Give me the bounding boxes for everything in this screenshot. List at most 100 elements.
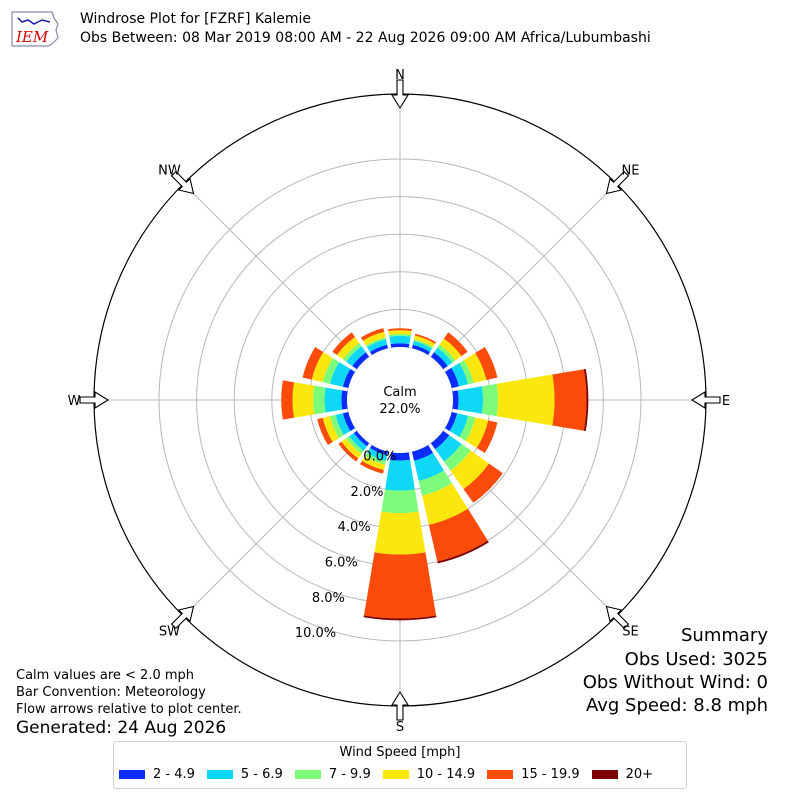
bar-ese-bin-4 <box>476 420 498 453</box>
bar-w-bin-3 <box>292 382 315 418</box>
bar-ne-bin-2 <box>437 344 456 363</box>
radial-tick-label: 2.0% <box>350 485 383 500</box>
legend-items: 2 - 4.9 5 - 6.9 7 - 9.9 10 - 14.9 15 - 19.9 2… <box>119 767 665 782</box>
grid-spoke <box>183 183 363 363</box>
bar-ssw-bin-4 <box>359 460 384 474</box>
bar-wnw-bin-2 <box>322 357 340 384</box>
legend-item: 2 - 4.9 <box>119 767 195 782</box>
grid-spoke <box>437 183 617 363</box>
logo-text: IEM <box>15 28 49 46</box>
bar-wsw-bin-2 <box>330 414 344 439</box>
flow-arrow-shape <box>605 605 630 630</box>
legend-swatch <box>487 770 514 779</box>
bar-se-bin-4 <box>463 463 503 503</box>
bar-sw-bin-2 <box>346 436 364 454</box>
flow-arrow-icon <box>391 79 409 110</box>
direction-label-ne: NE <box>622 163 640 178</box>
bar-nw-bin-4 <box>332 332 356 356</box>
direction-label-nw: NW <box>158 163 181 178</box>
bar-n-bin-0 <box>390 343 410 348</box>
bar-sse-bin-5 <box>437 540 489 564</box>
bar-s-bin-1 <box>385 459 415 491</box>
bar-e-bin-1 <box>457 386 484 414</box>
bar-sw-bin-1 <box>349 432 368 451</box>
legend-item: 5 - 6.9 <box>206 767 283 782</box>
bar-se-bin-3 <box>450 450 490 490</box>
bar-wnw-bin-1 <box>330 361 351 387</box>
flow-arrow-icon <box>605 170 630 195</box>
windrose-bars <box>281 328 589 621</box>
bar-n-bin-2 <box>389 333 411 337</box>
bar-ene-bin-2 <box>459 359 474 385</box>
flow-arrow-shape <box>391 79 409 110</box>
bar-sse-bin-4 <box>428 508 488 562</box>
bar-sse-bin-3 <box>422 483 468 525</box>
note-calm: Calm values are < 2.0 mph <box>16 668 195 683</box>
bar-sse-bin-2 <box>418 470 452 496</box>
bar-e-bin-0 <box>452 390 459 410</box>
bar-sse-bin-1 <box>414 452 445 481</box>
legend-item: 7 - 9.9 <box>294 767 371 782</box>
summary-obs-used: Obs Used: 3025 <box>624 649 768 670</box>
radial-tick-label: 0.0% <box>363 449 396 464</box>
flow-arrow-icon <box>170 605 195 630</box>
bar-ne-bin-4 <box>443 332 468 357</box>
summary-avg-speed: Avg Speed: 8.8 mph <box>586 695 768 716</box>
flow-arrow-shape <box>391 690 409 721</box>
bar-nnw-bin-0 <box>369 344 389 356</box>
direction-label-sw: SW <box>159 625 180 640</box>
bar-sw-bin-3 <box>341 438 362 459</box>
flow-arrow-shape <box>170 170 195 195</box>
bar-ne-bin-1 <box>434 347 453 366</box>
summary-title: Summary <box>681 625 768 646</box>
bar-ene-bin-0 <box>444 367 459 389</box>
flow-arrow-shape <box>79 391 110 409</box>
calm-label: Calm <box>383 385 416 400</box>
bar-nne-bin-4 <box>414 333 437 344</box>
iem-logo: IEM <box>11 11 59 47</box>
bar-n-bin-4 <box>388 328 412 332</box>
bar-nnw-bin-1 <box>366 339 388 352</box>
calm-circle <box>347 347 453 453</box>
bar-nw-bin-0 <box>352 352 370 370</box>
bar-ese-bin-1 <box>449 413 469 438</box>
bar-nw-bin-2 <box>343 343 362 362</box>
bar-ssw-bin-3 <box>361 456 386 470</box>
bar-nw-bin-3 <box>336 336 360 360</box>
bar-se-bin-1 <box>435 435 462 462</box>
chart-title: Windrose Plot for [FZRF] Kalemie <box>80 11 312 27</box>
bar-ssw-bin-0 <box>369 444 389 456</box>
bar-wnw-bin-0 <box>342 368 356 389</box>
bar-w-bin-0 <box>341 390 348 410</box>
flow-arrow-shape <box>690 391 721 409</box>
flow-arrow-icon <box>605 605 630 630</box>
bar-wsw-bin-0 <box>342 411 356 432</box>
bar-e-bin-4 <box>552 369 587 431</box>
legend-item: 20+ <box>591 767 653 782</box>
legend-title: Wind Speed [mph] <box>339 745 461 760</box>
bar-e-bin-2 <box>481 383 499 417</box>
note-bar-convention: Bar Convention: Meteorology <box>16 685 206 700</box>
legend-label: 10 - 14.9 <box>416 767 476 782</box>
legend-label: 5 - 6.9 <box>240 767 283 782</box>
bar-w-bin-4 <box>281 380 294 420</box>
bar-e-bin-3 <box>496 374 555 426</box>
bar-ssw-bin-1 <box>366 448 388 461</box>
bar-w-bin-1 <box>324 387 343 413</box>
bar-ssw-bin-2 <box>364 452 386 465</box>
bar-s-bin-0 <box>390 452 410 461</box>
direction-label-n: N <box>395 68 405 83</box>
bar-sw-bin-0 <box>353 430 370 447</box>
direction-label-s: S <box>396 720 404 735</box>
summary-obs-without-wind: Obs Without Wind: 0 <box>582 672 768 693</box>
bar-ne-bin-0 <box>430 352 448 370</box>
bar-ese-bin-3 <box>465 417 489 449</box>
flow-arrow-icon <box>690 391 721 409</box>
bar-sse-bin-0 <box>411 444 434 461</box>
bar-nne-bin-3 <box>414 335 436 348</box>
bar-ene-bin-1 <box>451 362 469 387</box>
legend-swatch <box>382 770 409 779</box>
legend-swatch <box>294 770 321 779</box>
bar-s-bin-3 <box>374 511 426 555</box>
